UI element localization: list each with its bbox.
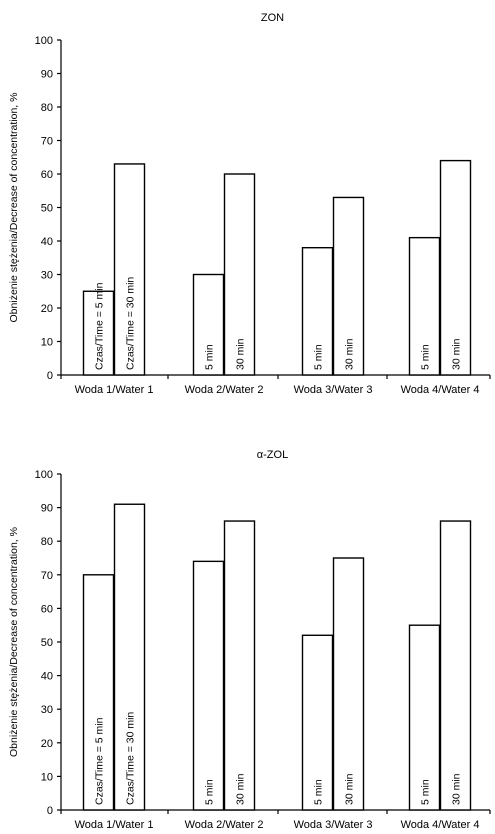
bar-5min — [82, 574, 115, 811]
bar-label: 5 min — [204, 344, 216, 370]
chart-title: ZON — [261, 12, 284, 24]
y-tick-label: 40 — [41, 671, 53, 683]
y-tick-label: 50 — [41, 203, 53, 215]
y-tick-label: 90 — [41, 503, 53, 515]
x-tick-label: Woda 2/Water 2 — [185, 384, 264, 396]
x-tick-label: Woda 1/Water 1 — [75, 819, 154, 831]
y-tick-label: 30 — [41, 704, 53, 716]
bar-label: Czas/Time = 30 min — [125, 277, 137, 370]
x-tick-label: Woda 3/Water 3 — [294, 819, 373, 831]
bar-5min — [408, 624, 441, 811]
bar-label: 5 min — [313, 779, 325, 805]
chart-panel-2: α-ZOL Obniżenie stężenia/Decrease of conc… — [8, 449, 491, 831]
bar-label: 30 min — [451, 338, 463, 370]
y-tick-label: 40 — [41, 236, 53, 248]
bar-30min — [113, 503, 146, 811]
bar-5min — [301, 634, 334, 811]
x-tick-label: Woda 3/Water 3 — [294, 384, 373, 396]
x-tick-label: Woda 1/Water 1 — [75, 384, 154, 396]
chart-title: α-ZOL — [257, 449, 288, 461]
bar-30min — [113, 163, 146, 376]
bar-label: 5 min — [420, 779, 432, 805]
bar-30min — [223, 173, 256, 376]
bar-label: 30 min — [451, 773, 463, 805]
y-tick-label: 20 — [41, 303, 53, 315]
y-axis-label: Obniżenie stężenia/Decrease of concentra… — [8, 527, 20, 757]
x-tick-label: Woda 2/Water 2 — [185, 819, 264, 831]
bar-5min — [301, 246, 334, 376]
y-tick-label: 100 — [35, 469, 53, 481]
bar-30min — [223, 520, 256, 811]
bar-label: 30 min — [344, 338, 356, 370]
y-tick-label: 0 — [47, 370, 53, 382]
bar-label: 5 min — [420, 344, 432, 370]
bar-label: 30 min — [235, 773, 247, 805]
y-tick-label: 10 — [41, 337, 53, 349]
chart-panel-1: ZON Obniżenie stężenia/Decrease of concen… — [8, 12, 491, 396]
bar-label: 30 min — [344, 773, 356, 805]
y-tick-label: 10 — [41, 771, 53, 783]
bar-label: Czas/Time = 5 min — [94, 717, 106, 805]
x-tick-label: Woda 4/Water 4 — [401, 384, 480, 396]
bar-5min — [192, 560, 225, 811]
y-tick-label: 70 — [41, 570, 53, 582]
y-tick-label: 100 — [35, 35, 53, 47]
bar-5min — [408, 236, 441, 376]
bar-30min — [332, 196, 365, 376]
bar-30min — [439, 159, 472, 376]
y-tick-label: 60 — [41, 169, 53, 181]
y-tick-label: 90 — [41, 69, 53, 81]
y-tick-label: 20 — [41, 738, 53, 750]
bar-5min — [82, 290, 115, 376]
y-tick-label: 60 — [41, 603, 53, 615]
bar-label: 5 min — [204, 779, 216, 805]
x-tick-label: Woda 4/Water 4 — [401, 819, 480, 831]
y-tick-label: 80 — [41, 102, 53, 114]
y-axis-label: Obniżenie stężenia/Decrease of concentra… — [8, 93, 20, 323]
bar-label: 30 min — [235, 338, 247, 370]
y-tick-label: 0 — [47, 805, 53, 817]
y-tick-label: 80 — [41, 536, 53, 548]
y-tick-label: 70 — [41, 136, 53, 148]
y-tick-label: 30 — [41, 270, 53, 282]
bar-30min — [439, 520, 472, 811]
bar-label: 5 min — [313, 344, 325, 370]
bar-label: Czas/Time = 30 min — [125, 712, 137, 805]
bar-5min — [192, 273, 225, 376]
y-tick-label: 50 — [41, 637, 53, 649]
bar-label: Czas/Time = 5 min — [94, 282, 106, 370]
bar-30min — [332, 557, 365, 811]
